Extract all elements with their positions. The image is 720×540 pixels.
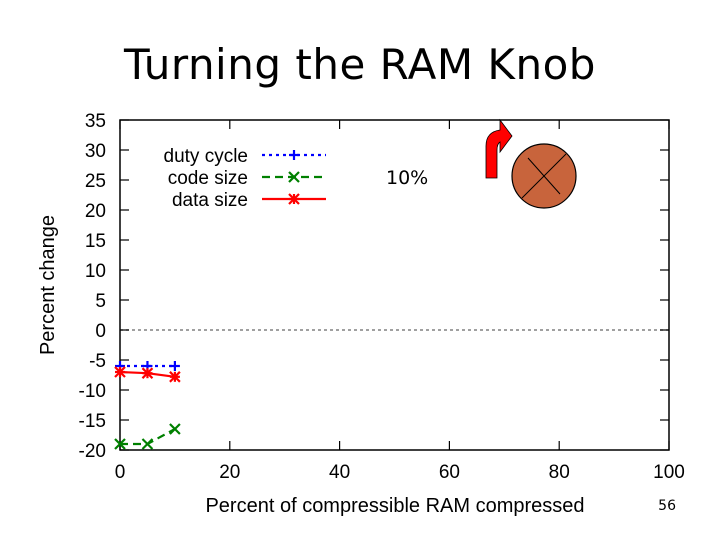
legend-marker	[289, 150, 299, 160]
data-point	[141, 438, 154, 450]
data-point	[114, 366, 126, 378]
slide-title: Turning the RAM Knob	[124, 40, 596, 89]
x-tick-label: 0	[115, 462, 126, 483]
y-tick-label: -15	[79, 411, 106, 432]
y-tick-label: -20	[79, 441, 106, 462]
data-point	[114, 438, 126, 450]
series-layer	[114, 361, 181, 450]
slide-number: 56	[658, 498, 676, 514]
y-tick-label: -5	[89, 351, 106, 372]
x-tick-label: 60	[439, 462, 460, 483]
y-tick-label: 35	[85, 111, 106, 132]
y-tick-label: 20	[85, 201, 106, 222]
x-tick-label: 100	[653, 462, 685, 483]
data-point	[169, 423, 181, 435]
data-point	[169, 371, 181, 383]
legend-label: data size	[172, 190, 248, 211]
y-tick-label: 0	[95, 321, 106, 342]
x-tick-label: 40	[329, 462, 350, 483]
ticks-layer: 35 30 25 20 15 10 5 0 -5 -10 -15 -20 0 20 40 60 80 100	[79, 111, 685, 483]
data-point	[169, 361, 180, 371]
y-tick-label: -10	[79, 381, 106, 402]
legend-label: duty cycle	[164, 146, 248, 167]
x-axis-label: Percent of compressible RAM compressed	[205, 495, 584, 517]
y-axis-label: Percent change	[37, 215, 59, 355]
y-tick-label: 5	[95, 291, 106, 312]
data-point	[141, 367, 154, 379]
x-tick-label: 80	[549, 462, 570, 483]
y-tick-label: 30	[85, 141, 106, 162]
turn-arrow-icon	[485, 118, 513, 179]
y-tick-label: 15	[85, 231, 106, 252]
legend-label: code size	[168, 168, 248, 189]
knob-mark-2	[527, 157, 561, 195]
knob-graphic	[485, 118, 577, 209]
plot-frame	[119, 119, 670, 451]
legend-marker	[288, 171, 300, 183]
y-tick-label: 10	[85, 261, 106, 282]
y-tick-label: 25	[85, 171, 106, 192]
legend-marker	[288, 193, 300, 205]
annotation-text: 10%	[386, 167, 428, 189]
x-tick-label: 20	[219, 462, 240, 483]
series-line-code-size	[120, 428, 176, 446]
